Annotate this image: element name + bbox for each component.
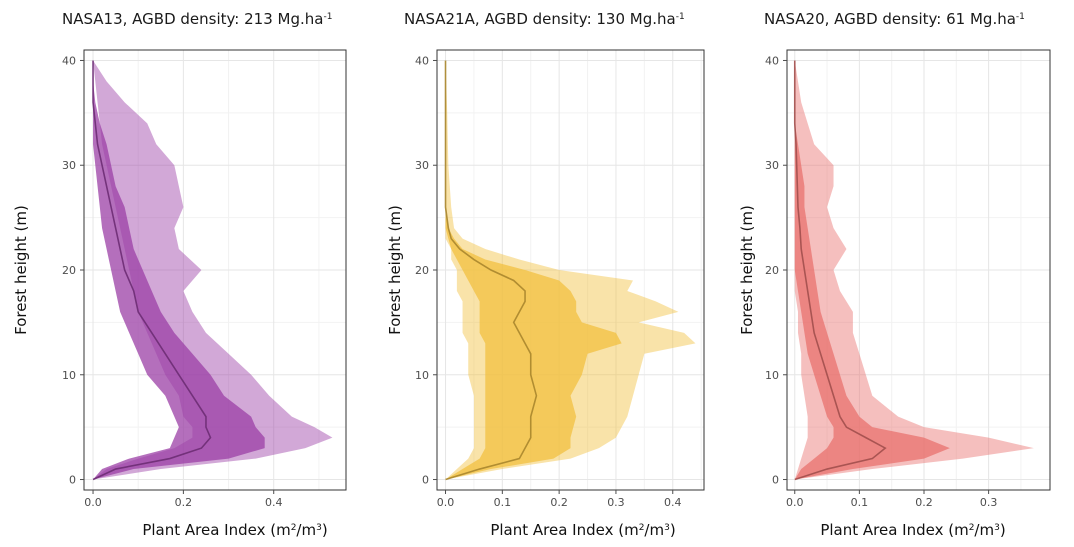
- y-axis-title: Forest height (m): [738, 205, 756, 335]
- x-tick-label: 0.2: [915, 496, 933, 509]
- y-tick-label: 0: [69, 474, 76, 487]
- y-tick-label: 10: [765, 369, 779, 382]
- x-tick-label: 0.1: [851, 496, 869, 509]
- x-axis-title: Plant Area Index (m2/m3): [490, 521, 675, 539]
- y-tick-label: 20: [415, 264, 429, 277]
- panel-title: NASA21A, AGBD density: 130 Mg.ha-1: [404, 10, 685, 28]
- inner-band-area: [794, 60, 950, 480]
- y-tick-label: 30: [765, 159, 779, 172]
- y-tick-label: 30: [415, 159, 429, 172]
- x-tick-label: 0.1: [494, 496, 512, 509]
- x-tick-label: 0.0: [786, 496, 804, 509]
- outer-band-area: [794, 60, 1034, 480]
- y-axis-title: Forest height (m): [386, 205, 404, 335]
- panel-2: 0.0 0.1 0.2 0.3 0.4 0 10 20 30 40 NASA21A, AGBD de…: [386, 10, 705, 539]
- median-line: [793, 60, 887, 481]
- panel-title: NASA20, AGBD density: 61 Mg.ha-1: [764, 10, 1025, 28]
- x-axis-title: Plant Area Index (m2/m3): [142, 521, 327, 539]
- outer-band-area: [93, 60, 333, 480]
- y-axis-title: Forest height (m): [12, 205, 30, 335]
- panel-1: 0.0 0.2 0.4 0 10 20 30 40 NASA13, AGBD density: …: [12, 10, 347, 539]
- inner-band-area: [93, 60, 265, 480]
- x-tick-label: 0.3: [607, 496, 625, 509]
- x-tick-label: 0.4: [664, 496, 682, 509]
- y-tick-label: 20: [62, 264, 76, 277]
- y-tick-label: 20: [765, 264, 779, 277]
- inner-band-area: [445, 60, 622, 480]
- panel-3: 0.0 0.1 0.2 0.3 0 10 20 30 40 NASA20, AGBD densit…: [738, 10, 1051, 539]
- y-tick-label: 30: [62, 159, 76, 172]
- y-tick-label: 40: [765, 54, 779, 67]
- y-tick-label: 40: [62, 54, 76, 67]
- median-line: [92, 60, 212, 481]
- y-tick-label: 0: [422, 474, 429, 487]
- x-axis-title: Plant Area Index (m2/m3): [820, 521, 1005, 539]
- y-tick-label: 10: [62, 369, 76, 382]
- x-tick-label: 0.4: [265, 496, 283, 509]
- y-tick-label: 10: [415, 369, 429, 382]
- median-line: [444, 60, 538, 481]
- panel-title: NASA13, AGBD density: 213 Mg.ha-1: [62, 10, 332, 28]
- x-tick-label: 0.2: [175, 496, 193, 509]
- x-tick-label: 0.0: [84, 496, 102, 509]
- x-tick-label: 0.2: [550, 496, 568, 509]
- x-tick-label: 0.0: [437, 496, 455, 509]
- y-tick-label: 40: [415, 54, 429, 67]
- y-tick-label: 0: [772, 474, 779, 487]
- x-tick-label: 0.3: [980, 496, 998, 509]
